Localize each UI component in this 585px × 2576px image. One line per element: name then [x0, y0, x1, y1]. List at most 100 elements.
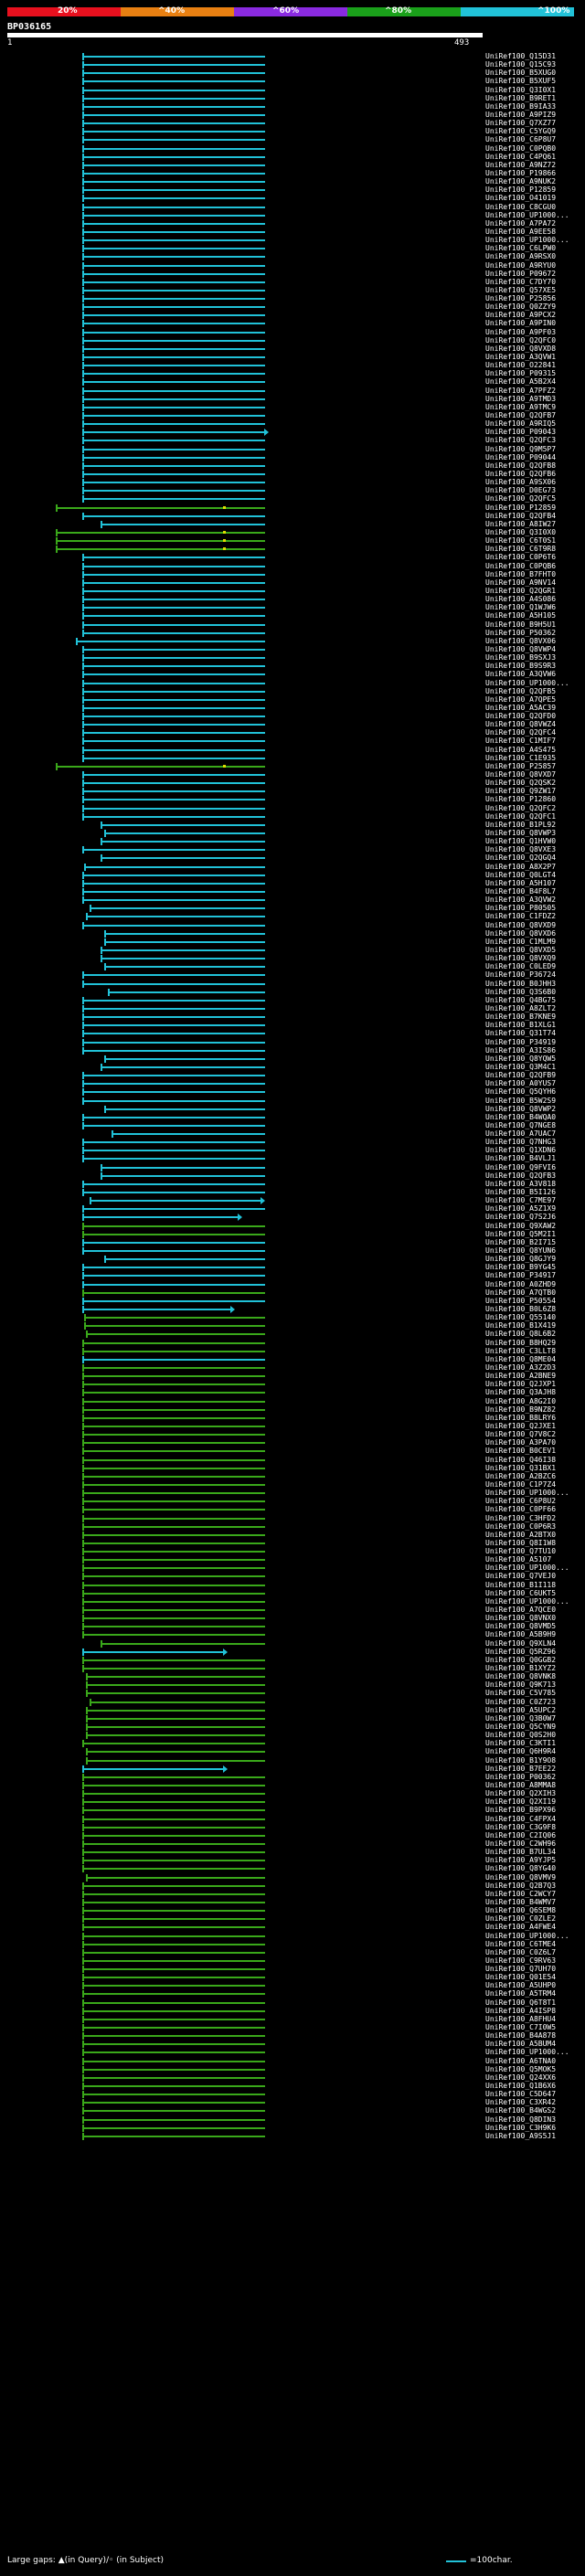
hit-row[interactable]: UniRef100_B9S9R3: [0, 662, 585, 671]
hit-label[interactable]: UniRef100_Q9XAW2: [485, 1221, 557, 1230]
hit-label[interactable]: UniRef100_C6P8U2: [485, 1497, 557, 1506]
hit-label[interactable]: UniRef100_Q0LGT4: [485, 870, 557, 879]
hit-label[interactable]: UniRef100_B1I118: [485, 1580, 557, 1589]
hit-alignment-bar[interactable]: [82, 607, 265, 610]
hit-alignment-bar[interactable]: [82, 999, 265, 1002]
hit-row[interactable]: UniRef100_A7PFZ2: [0, 387, 585, 396]
hit-row[interactable]: UniRef100_Q8VXD5: [0, 946, 585, 955]
hit-row[interactable]: UniRef100_B7FHT0: [0, 570, 585, 579]
hit-label[interactable]: UniRef100_B9IA33: [485, 101, 557, 111]
hit-label[interactable]: UniRef100_Q2QSK2: [485, 779, 557, 788]
hit-row[interactable]: UniRef100_B1I118: [0, 1581, 585, 1590]
hit-label[interactable]: UniRef100_Q2QFB4: [485, 511, 557, 520]
hit-row[interactable]: UniRef100_Q7VEJ0: [0, 1572, 585, 1581]
hit-label[interactable]: UniRef100_P80505: [485, 904, 557, 913]
hit-row[interactable]: UniRef100_Q2QFD0: [0, 712, 585, 721]
hit-label[interactable]: UniRef100_C6P8U7: [485, 135, 557, 144]
hit-alignment-bar[interactable]: [82, 790, 265, 793]
hit-row[interactable]: UniRef100_B1Y9O8: [0, 1756, 585, 1765]
hit-row[interactable]: UniRef100_P12859: [0, 504, 585, 513]
hit-row[interactable]: UniRef100_Q31BX1: [0, 1464, 585, 1473]
hit-alignment-bar[interactable]: [82, 799, 265, 801]
hit-label[interactable]: UniRef100_Q8VXD9: [485, 920, 557, 929]
hit-row[interactable]: UniRef100_C1MIF7: [0, 737, 585, 746]
hit-row[interactable]: UniRef100_B0CEV1: [0, 1447, 585, 1456]
hit-alignment-bar[interactable]: [56, 506, 265, 509]
hit-label[interactable]: UniRef100_A7QPE5: [485, 694, 557, 704]
hit-label[interactable]: UniRef100_Q7S2J6: [485, 1213, 557, 1222]
hit-label[interactable]: UniRef100_B4WMV7: [485, 1897, 557, 1906]
hit-row[interactable]: UniRef100_Q7NHG3: [0, 1138, 585, 1147]
hit-label[interactable]: UniRef100_Q2B7Q3: [485, 1881, 557, 1890]
hit-alignment-bar[interactable]: [82, 982, 265, 985]
hit-alignment-bar[interactable]: [82, 440, 265, 442]
hit-label[interactable]: UniRef100_C3H9K6: [485, 2123, 557, 2132]
hit-alignment-bar[interactable]: [82, 1659, 265, 1661]
hit-row[interactable]: UniRef100_C0Z723: [0, 1698, 585, 1707]
hit-label[interactable]: UniRef100_A7QTB0: [485, 1288, 557, 1297]
hit-row[interactable]: UniRef100_C6P8U7: [0, 135, 585, 144]
hit-label[interactable]: UniRef100_P12859: [485, 186, 557, 195]
hit-alignment-bar[interactable]: [82, 589, 265, 592]
hit-alignment-bar[interactable]: [82, 1182, 265, 1185]
hit-alignment-bar[interactable]: [82, 373, 265, 376]
hit-alignment-bar[interactable]: [100, 1642, 265, 1645]
hit-row[interactable]: UniRef100_B9IA33: [0, 102, 585, 111]
hit-alignment-bar[interactable]: [82, 1918, 265, 1921]
hit-label[interactable]: UniRef100_Q2QGR1: [485, 586, 557, 595]
hit-row[interactable]: UniRef100_A0ZHD9: [0, 1280, 585, 1289]
hit-row[interactable]: UniRef100_A9PCX2: [0, 311, 585, 320]
hit-label[interactable]: UniRef100_A8G2I0: [485, 1396, 557, 1405]
hit-label[interactable]: UniRef100_D0EG73: [485, 486, 557, 495]
hit-alignment-bar[interactable]: [82, 1450, 265, 1453]
hit-alignment-bar[interactable]: [100, 1065, 265, 1068]
hit-alignment-bar[interactable]: [100, 841, 265, 843]
hit-alignment-bar[interactable]: [82, 1926, 265, 1929]
hit-alignment-bar[interactable]: [85, 1726, 265, 1728]
hit-alignment-bar[interactable]: [82, 498, 265, 501]
hit-row[interactable]: UniRef100_Q24XX6: [0, 2073, 585, 2083]
hit-label[interactable]: UniRef100_P12860: [485, 795, 557, 804]
hit-row[interactable]: UniRef100_UP1000...: [0, 1489, 585, 1498]
hit-alignment-bar[interactable]: [82, 673, 265, 676]
hit-row[interactable]: UniRef100_C3H9K6: [0, 2124, 585, 2133]
hit-label[interactable]: UniRef100_Q2QFB6: [485, 470, 557, 478]
hit-alignment-bar[interactable]: [85, 1709, 265, 1712]
hit-label[interactable]: UniRef100_Q2QFC1: [485, 811, 557, 821]
hit-alignment-bar[interactable]: [82, 1743, 265, 1745]
hit-alignment-bar[interactable]: [82, 740, 265, 743]
hit-row[interactable]: UniRef100_A5AC39: [0, 704, 585, 713]
hit-row[interactable]: UniRef100_B4VLJ1: [0, 1154, 585, 1163]
hit-label[interactable]: UniRef100_Q57XE5: [485, 285, 557, 294]
hit-alignment-bar[interactable]: [82, 2135, 265, 2137]
hit-label[interactable]: UniRef100_A9SX06: [485, 478, 557, 487]
hit-alignment-bar[interactable]: [85, 1759, 265, 1762]
hit-alignment-bar[interactable]: [82, 431, 264, 434]
hit-label[interactable]: UniRef100_B5XUG0: [485, 69, 557, 78]
hit-alignment-bar[interactable]: [82, 1884, 265, 1887]
hit-label[interactable]: UniRef100_A4S475: [485, 745, 557, 754]
hit-label[interactable]: UniRef100_A5BUM4: [485, 2040, 557, 2049]
hit-row[interactable]: UniRef100_A2BTX0: [0, 1531, 585, 1540]
hit-label[interactable]: UniRef100_B1XYZ2: [485, 1664, 557, 1673]
hit-label[interactable]: UniRef100_C0Z723: [485, 1697, 557, 1706]
hit-label[interactable]: UniRef100_Q8VXD6: [485, 928, 557, 938]
hit-alignment-bar[interactable]: [82, 1442, 265, 1445]
hit-label[interactable]: UniRef100_A9TMD3: [485, 394, 557, 403]
hit-row[interactable]: UniRef100_C6T0S1: [0, 536, 585, 546]
hit-label[interactable]: UniRef100_A9NV14: [485, 578, 557, 587]
hit-row[interactable]: UniRef100_Q0LGT4: [0, 871, 585, 880]
hit-row[interactable]: UniRef100_C3KTI1: [0, 1739, 585, 1748]
hit-row[interactable]: UniRef100_A5H107: [0, 879, 585, 888]
hit-alignment-bar[interactable]: [82, 1099, 265, 1102]
hit-row[interactable]: UniRef100_A0YUS7: [0, 1079, 585, 1088]
hit-row[interactable]: UniRef100_Q3M4C1: [0, 1063, 585, 1072]
hit-row[interactable]: UniRef100_Q8VXD9: [0, 921, 585, 930]
hit-alignment-bar[interactable]: [82, 1533, 265, 1536]
hit-alignment-bar[interactable]: [82, 1517, 265, 1520]
hit-alignment-bar[interactable]: [82, 874, 265, 876]
hit-row[interactable]: UniRef100_Q5RZ96: [0, 1648, 585, 1657]
hit-label[interactable]: UniRef100_Q7V8C2: [485, 1430, 557, 1439]
hit-alignment-bar[interactable]: [83, 865, 265, 868]
hit-alignment-bar[interactable]: [82, 1851, 265, 1854]
